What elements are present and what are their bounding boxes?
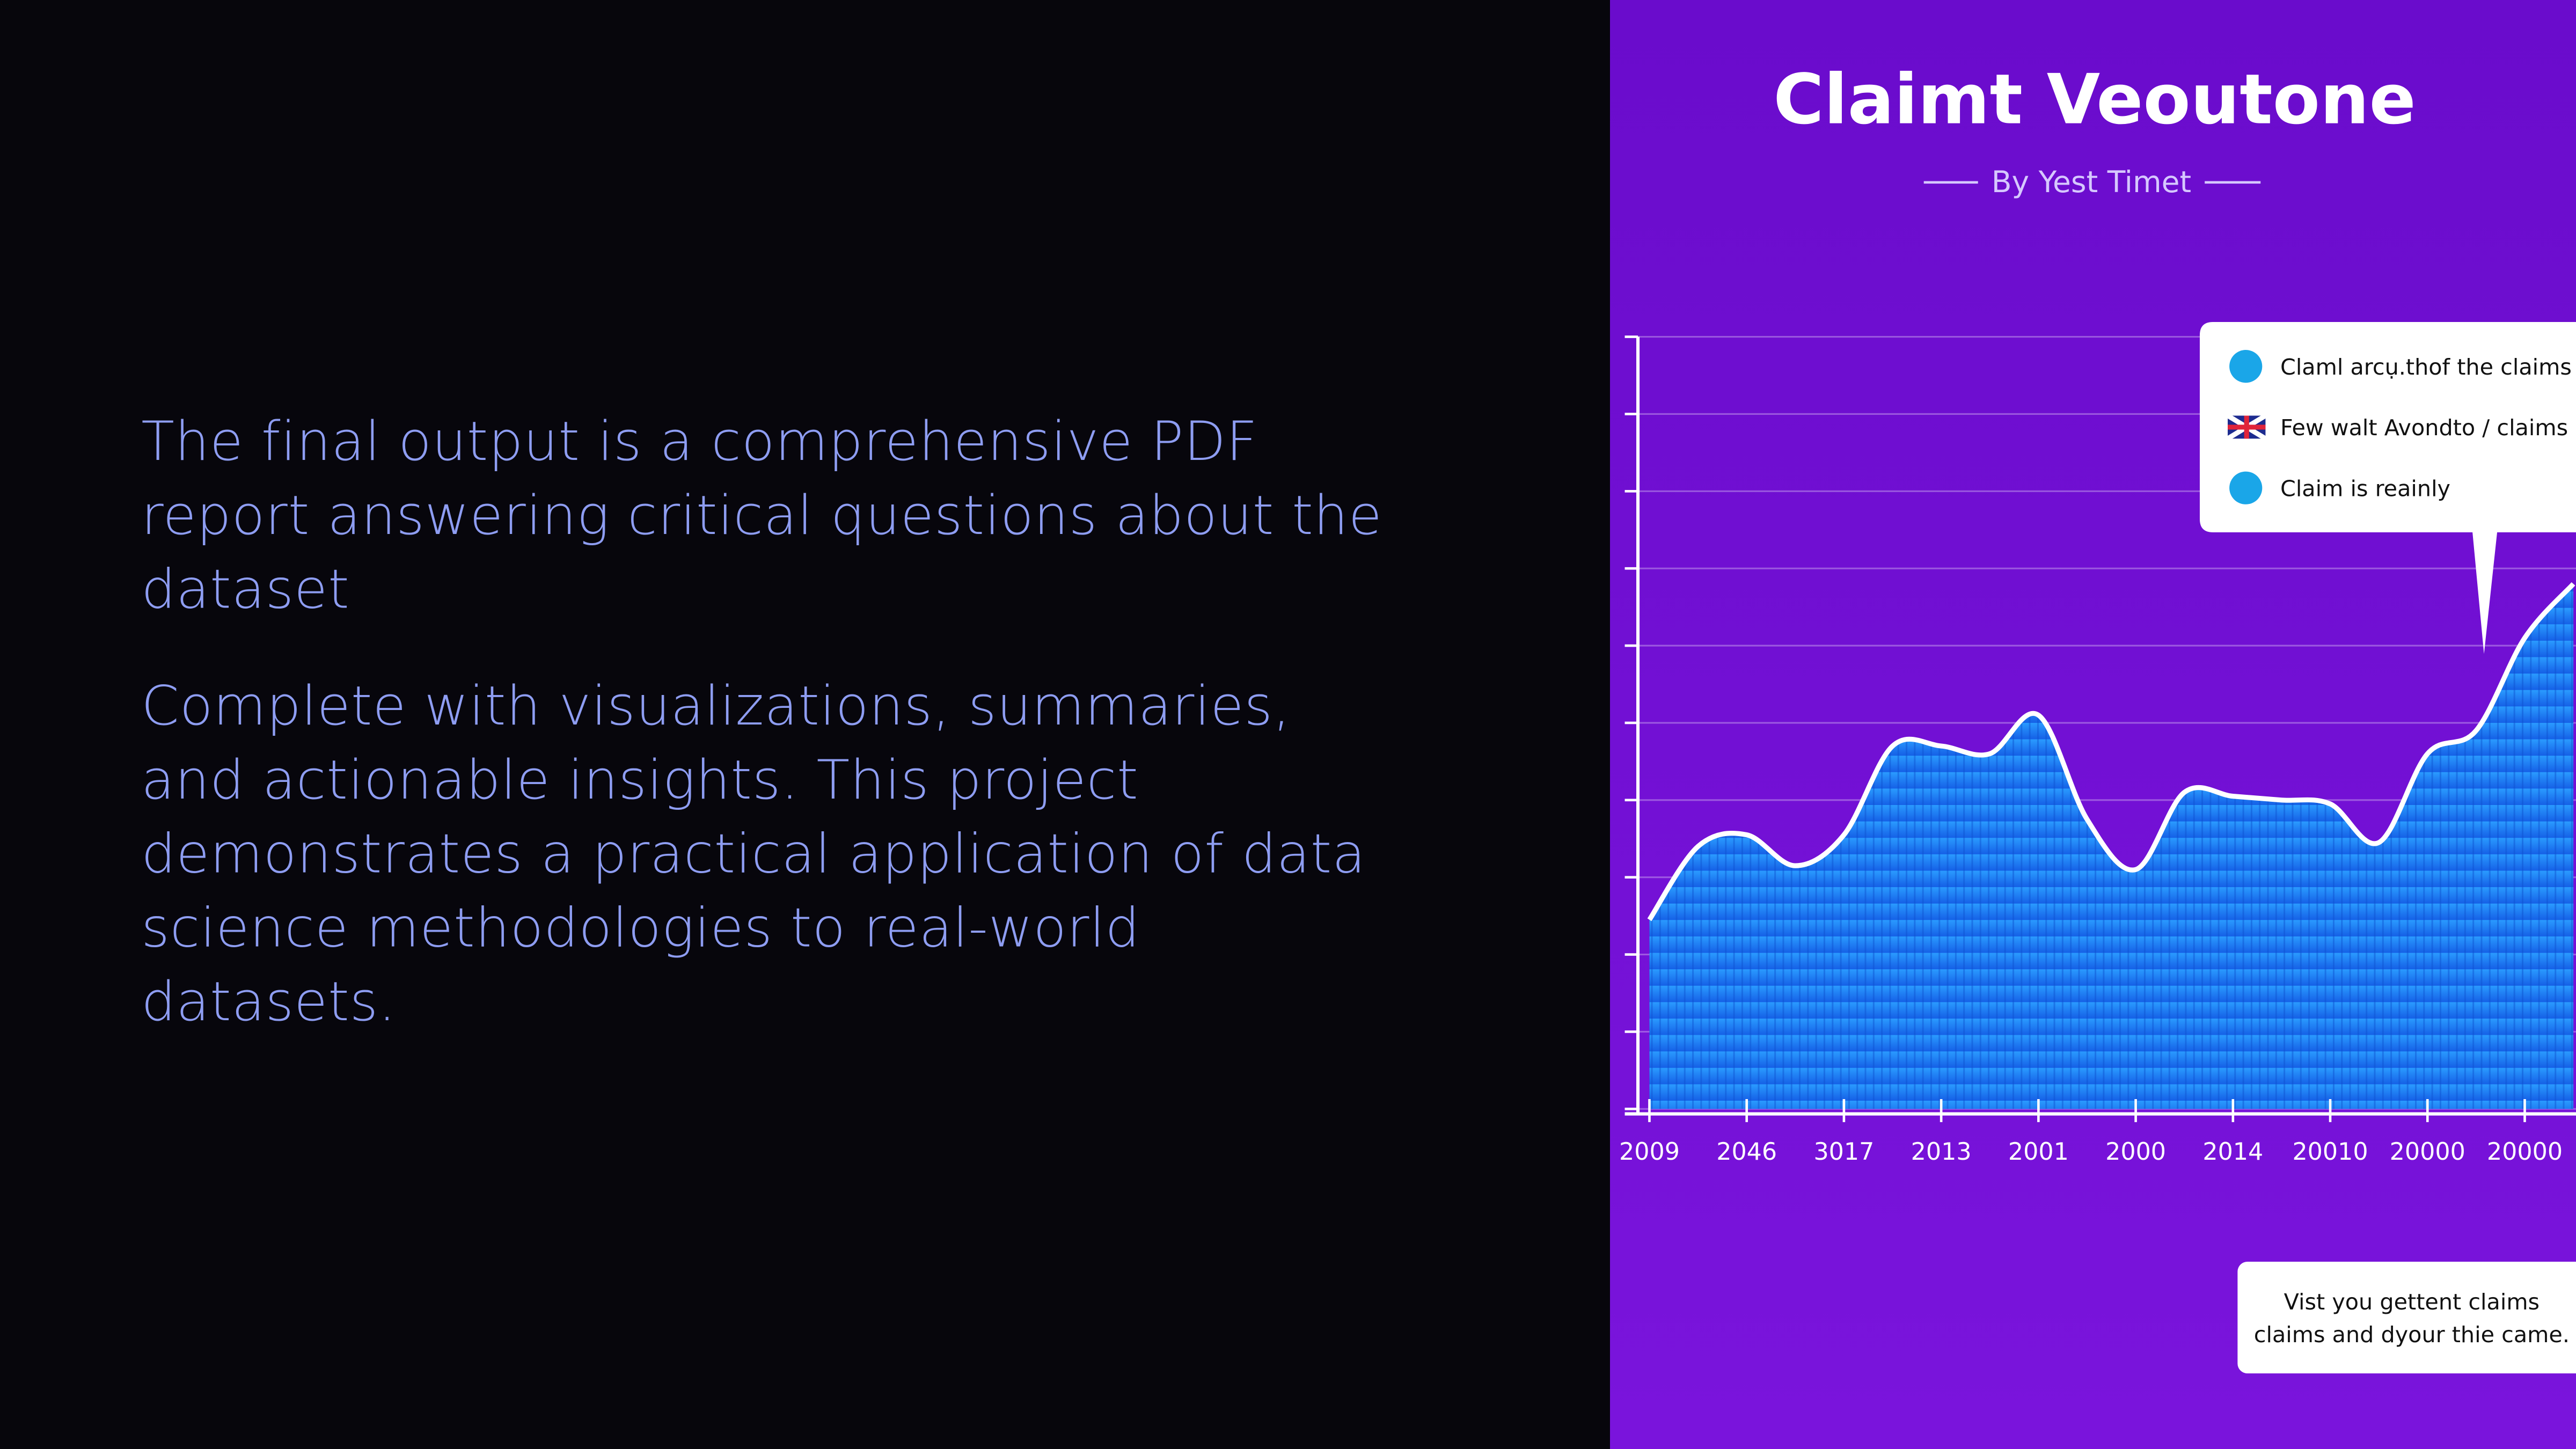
paragraph-line: The final output is a comprehensive PDF <box>141 409 1258 473</box>
callout-text: Claml arcụ.thof the claims <box>2280 354 2572 380</box>
x-tick-label: 2001 <box>2008 1138 2069 1166</box>
chart-subtitle: By Yest Timet <box>1992 165 2191 199</box>
paragraph-line: report answering critical questions abou… <box>141 484 1382 547</box>
chart: 2009 2046 3017 2013 2001 2000 2014 20010 20000 20… <box>1619 335 2576 1166</box>
note-text: claims and dyour thie came. <box>2254 1322 2570 1348</box>
note: Vist you gettent claims claims and dyour … <box>2237 1262 2576 1374</box>
note-text: Vist you gettent claims <box>2284 1289 2540 1315</box>
chart-title: Claimt Veoutone <box>1773 60 2416 140</box>
left-panel <box>0 0 1610 1449</box>
area-line <box>1647 582 2575 921</box>
x-tick-label: 3017 <box>1813 1138 1874 1166</box>
flag-cross <box>2228 415 2266 439</box>
x-tick-label: 2009 <box>1619 1138 1680 1166</box>
note-box <box>2237 1262 2576 1374</box>
x-tick-label: 2000 <box>2105 1138 2166 1166</box>
callout-icon <box>2229 471 2263 504</box>
paragraph-line: science methodologies to real-world <box>141 896 1140 959</box>
paragraph-line: Complete with visualizations, summaries, <box>141 674 1291 737</box>
callout-icon <box>2229 350 2263 383</box>
x-tick-label: 20010 <box>2292 1138 2368 1166</box>
callout-text: Claim is reainly <box>2280 475 2450 501</box>
paragraph-line: dataset <box>141 558 349 621</box>
callout-box <box>2199 322 2576 654</box>
callout: Claml arcụ.thof the claims Few walt Avond… <box>2199 322 2576 654</box>
x-tick-label: 2014 <box>2202 1138 2263 1166</box>
x-tick-label: 20000 <box>2390 1138 2465 1166</box>
area <box>1649 583 2574 1109</box>
paragraph-line: datasets. <box>141 970 396 1033</box>
paragraph-line: and actionable insights. This project <box>141 748 1138 811</box>
x-tick-label: 2046 <box>1716 1138 1777 1166</box>
paragraph-line: demonstrates a practical application of … <box>141 822 1366 885</box>
right-panel <box>1610 0 2576 1449</box>
callout-text: Few walt Avondto / claims <box>2280 415 2568 441</box>
x-tick-label: 2013 <box>1911 1138 1972 1166</box>
x-tick-label: 20000 <box>2487 1138 2563 1166</box>
